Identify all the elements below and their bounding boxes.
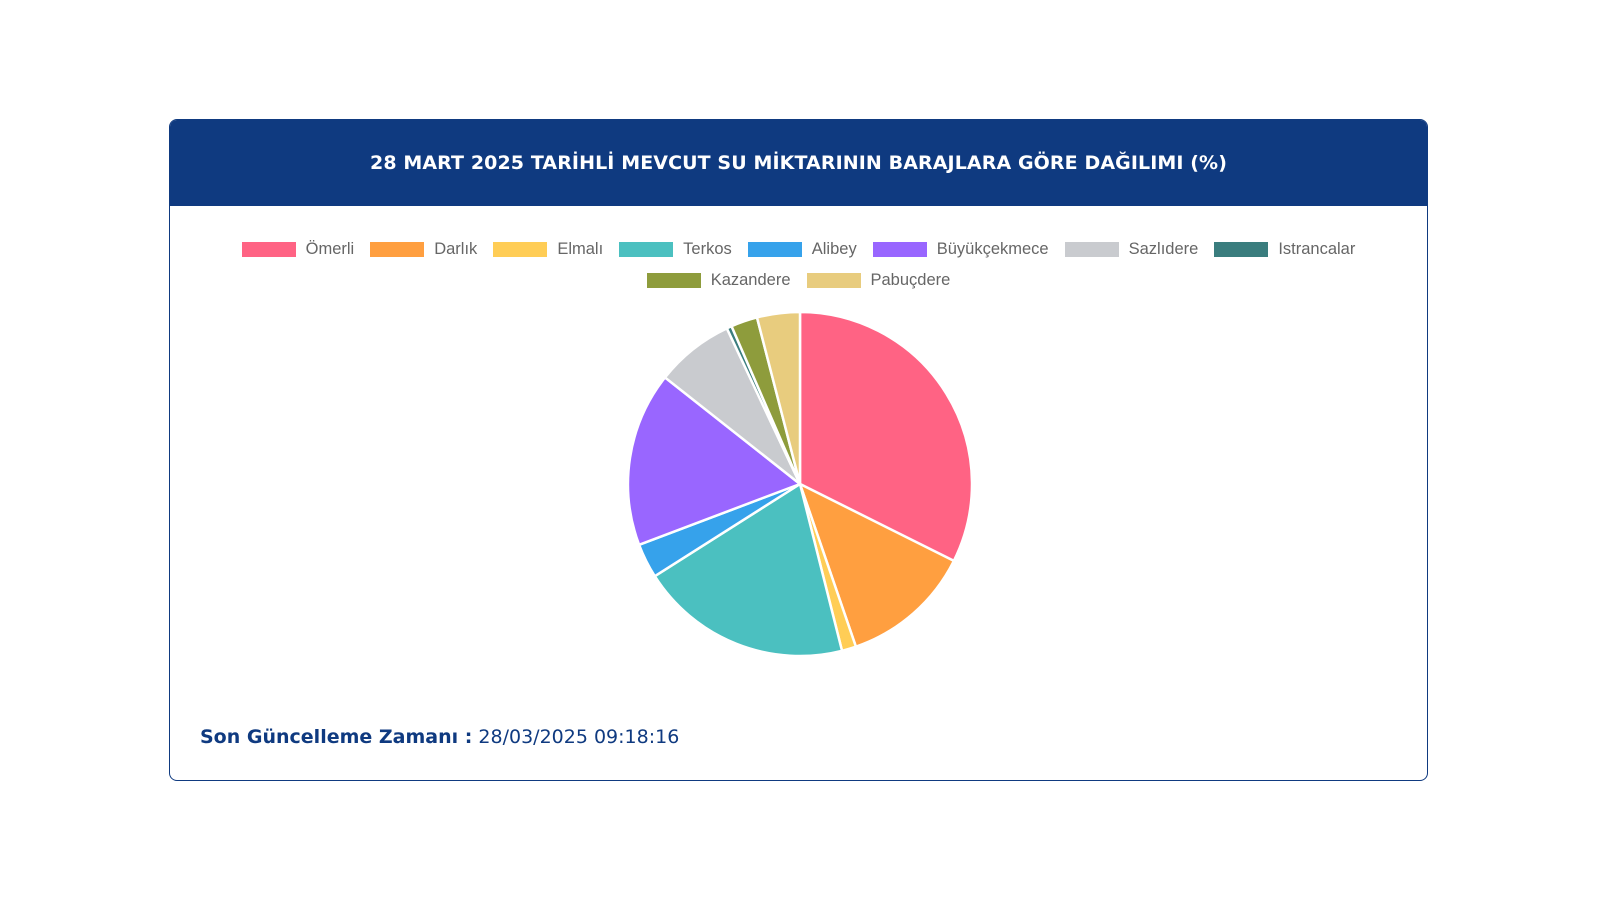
pie-chart: [626, 310, 974, 658]
card-header: 28 MART 2025 TARİHLİ MEVCUT SU MİKTARINI…: [170, 120, 1427, 206]
legend-item[interactable]: Darlık: [370, 238, 477, 261]
legend-label: Sazlıdere: [1128, 240, 1199, 258]
legend-swatch: [493, 242, 548, 257]
legend-item[interactable]: Sazlıdere: [1064, 238, 1199, 261]
legend-label: Istrancalar: [1278, 240, 1356, 258]
legend-item[interactable]: Terkos: [619, 238, 732, 261]
legend-item[interactable]: Alibey: [747, 238, 857, 261]
legend-label: Kazandere: [710, 271, 791, 289]
legend-item[interactable]: Istrancalar: [1214, 238, 1355, 261]
pie-slice[interactable]: [653, 482, 844, 658]
pie-slice[interactable]: [755, 310, 802, 486]
chart-card: 28 MART 2025 TARİHLİ MEVCUT SU MİKTARINI…: [169, 119, 1428, 781]
legend-swatch: [646, 273, 701, 288]
legend-swatch: [370, 242, 425, 257]
legend-label: Elmalı: [557, 240, 604, 258]
legend-label: Terkos: [683, 240, 732, 258]
legend-label: Alibey: [811, 240, 857, 258]
legend-swatch: [619, 242, 674, 257]
last-update-value: 28/03/2025 09:18:16: [478, 726, 680, 748]
last-update-label: Son Güncelleme Zamanı :: [200, 726, 473, 748]
legend-swatch: [1064, 242, 1119, 257]
legend-item[interactable]: Kazandere: [646, 269, 791, 292]
legend-swatch: [872, 242, 927, 257]
chart-legend: Ömerli Darlık Elmalı Terkos Alibey Büyükçekme…: [170, 238, 1427, 292]
legend-item[interactable]: Büyükçekmece: [872, 238, 1049, 261]
legend-label: Darlık: [434, 240, 478, 258]
legend-swatch: [1214, 242, 1269, 257]
legend-swatch: [806, 273, 861, 288]
legend-swatch: [747, 242, 802, 257]
legend-label: Pabuçdere: [870, 271, 951, 289]
legend-item[interactable]: Pabuçdere: [806, 269, 951, 292]
pie-slice[interactable]: [626, 376, 802, 547]
pie-slice[interactable]: [798, 310, 974, 563]
pie-slice[interactable]: [798, 482, 956, 648]
legend-label: Ömerli: [305, 240, 355, 258]
last-update: Son Güncelleme Zamanı : 28/03/2025 09:18…: [200, 726, 679, 748]
legend-item[interactable]: Elmalı: [493, 238, 603, 261]
legend-swatch: [241, 242, 296, 257]
chart-title: 28 MART 2025 TARİHLİ MEVCUT SU MİKTARINI…: [370, 152, 1227, 174]
legend-item[interactable]: Ömerli: [241, 238, 355, 261]
legend-label: Büyükçekmece: [936, 240, 1049, 258]
